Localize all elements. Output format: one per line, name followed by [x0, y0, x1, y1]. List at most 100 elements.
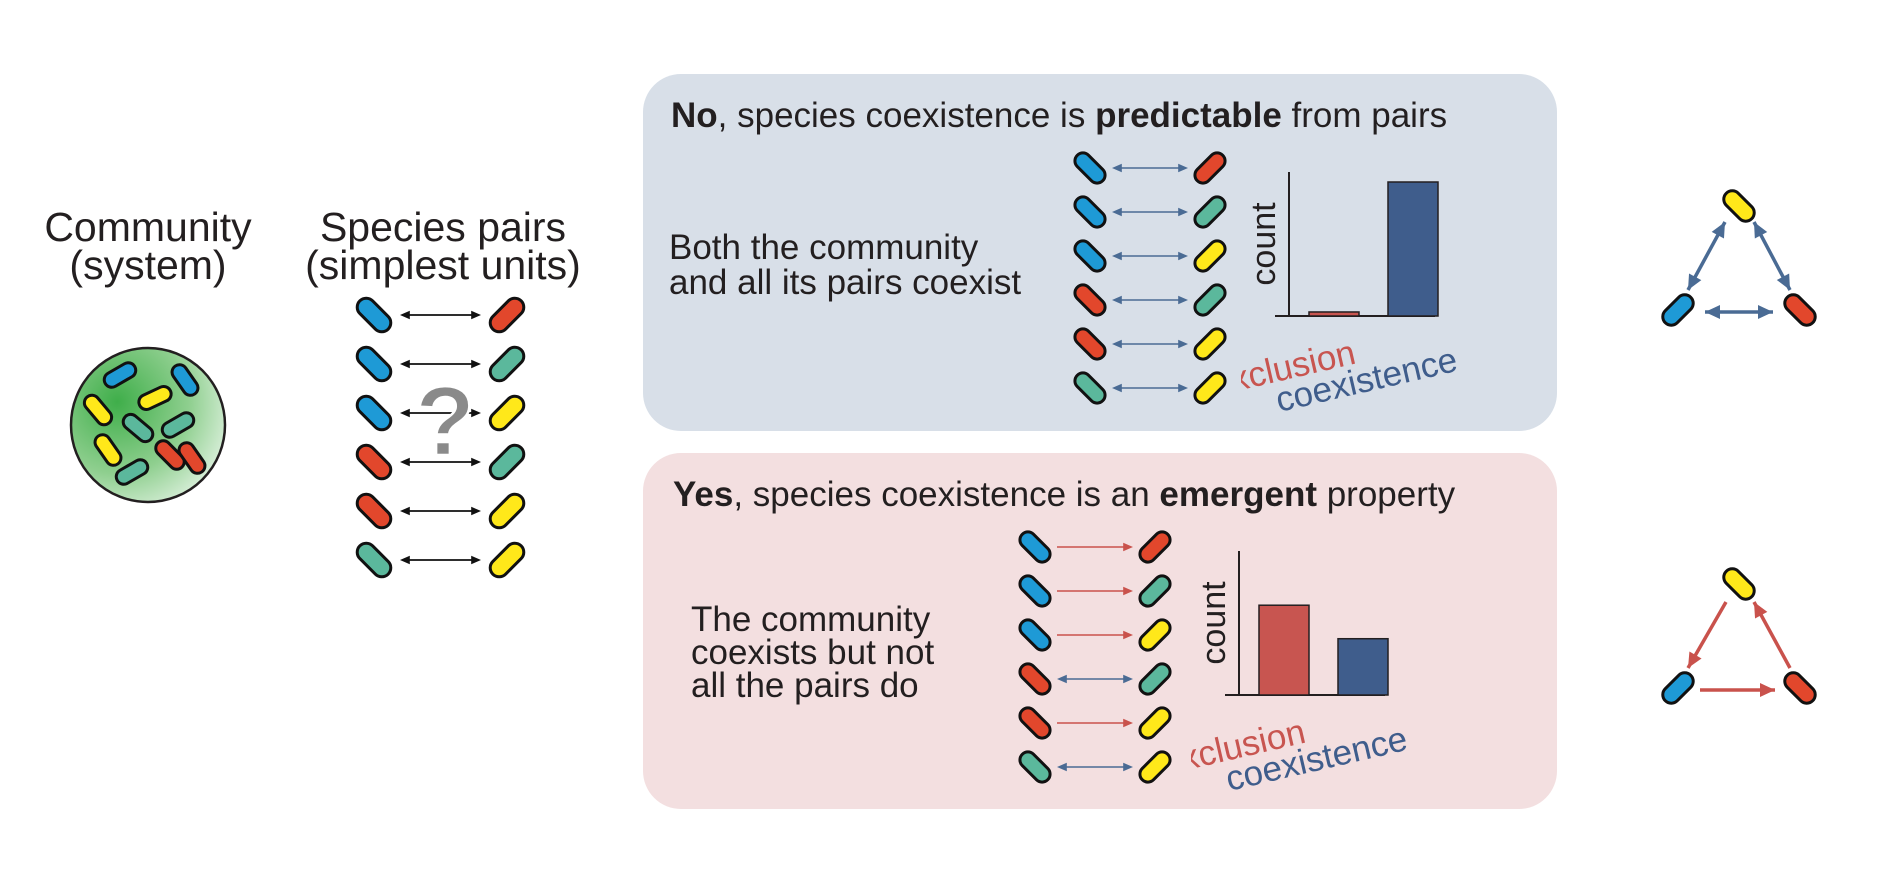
triangle-interaction-arrow: [1700, 683, 1775, 697]
pair-species-left: [1018, 574, 1052, 608]
community-cell: [137, 384, 173, 412]
pair-interaction-arrow: [1112, 163, 1188, 173]
bar-coexistence: [1337, 637, 1389, 696]
pair-species-right: [1138, 706, 1172, 740]
pair-interaction-arrow: [400, 555, 481, 565]
community-title-line1: Community: [44, 204, 252, 250]
triangle-species-yellow: [1722, 189, 1756, 223]
community-title-line2: (system): [69, 242, 227, 288]
pair-species-right: [488, 394, 526, 432]
desc-line3: all the pairs do: [691, 666, 919, 705]
community-cell: [93, 433, 123, 467]
pair-interaction-arrow: [1112, 295, 1188, 305]
pair-species-left: [355, 541, 393, 579]
pairs-title: Species pairs (simplest units): [288, 204, 598, 288]
desc-line1: Both the community: [669, 228, 979, 267]
pair-species-left: [1073, 283, 1107, 317]
panel-emergent-description: The community coexists but not all the p…: [691, 600, 935, 705]
triangle-interaction-arrow: [1705, 305, 1773, 319]
community-cell: [170, 363, 200, 397]
pair-species-left: [1073, 239, 1107, 273]
community-cell: [102, 361, 138, 389]
pair-interaction-arrow: [400, 506, 481, 516]
pair-species-right: [1193, 151, 1227, 185]
triangle-interaction-arrow: [1686, 221, 1727, 291]
triangle-all-coexist: [1661, 189, 1817, 327]
bar-exclusion: [1308, 311, 1360, 317]
pair-interaction-arrow: [1057, 586, 1133, 596]
pair-interaction-arrow: [400, 359, 481, 369]
pair-species-right: [488, 443, 526, 481]
chart-ylabel: count: [1245, 202, 1283, 286]
pair-species-left: [1073, 371, 1107, 405]
community-cell: [177, 441, 207, 475]
pair-species-left: [1018, 530, 1052, 564]
panel-predictable-pairs: [1073, 151, 1227, 405]
pair-species-right: [1193, 327, 1227, 361]
pair-interaction-arrow: [1057, 542, 1133, 552]
chart-ylabel: count: [1195, 581, 1233, 665]
pair-species-right: [1193, 239, 1227, 273]
pair-species-left: [1073, 195, 1107, 229]
panel-predictable: No, species coexistence is predictable f…: [643, 74, 1557, 431]
panel-predictable-description: Both the community and all its pairs coe…: [669, 230, 1021, 300]
pair-species-right: [1193, 195, 1227, 229]
triangle-species-blue: [1661, 293, 1695, 327]
pair-interaction-arrow: [400, 457, 481, 467]
triangle-interaction-arrow: [1752, 601, 1792, 669]
heading-emergent: emergent: [1159, 475, 1317, 514]
pair-species-left: [355, 492, 393, 530]
triangle-species-red: [1783, 293, 1817, 327]
pair-species-right: [1138, 662, 1172, 696]
heading-yes-text2: property: [1316, 475, 1456, 514]
pair-species-left: [355, 443, 393, 481]
triangle-species-blue: [1661, 671, 1695, 705]
pair-species-right: [488, 492, 526, 530]
pair-species-right: [488, 345, 526, 383]
community-title: Community (system): [28, 204, 268, 288]
community-cell: [114, 458, 150, 486]
triangle-interaction-arrow: [1752, 221, 1792, 291]
pairs-title-line1: Species pairs: [319, 204, 567, 250]
pair-species-right: [1138, 574, 1172, 608]
triangle-species-red: [1783, 671, 1817, 705]
pair-species-right: [1138, 530, 1172, 564]
heading-predictable: predictable: [1095, 96, 1282, 135]
triangle-interaction-arrow: [1686, 601, 1728, 669]
pair-species-left: [1018, 706, 1052, 740]
pair-interaction-arrow: [1057, 674, 1133, 684]
pair-species-right: [488, 541, 526, 579]
pair-species-right: [488, 296, 526, 334]
desc-line1: The community: [691, 600, 931, 639]
pairs-title-line2: (simplest units): [305, 242, 581, 288]
pair-species-left: [1018, 618, 1052, 652]
pair-species-right: [1193, 283, 1227, 317]
heading-no-text1: , species coexistence is: [717, 96, 1096, 135]
bar-exclusion: [1258, 604, 1310, 696]
species-pairs-diagram: ?: [355, 296, 526, 579]
pair-species-left: [1073, 151, 1107, 185]
pair-interaction-arrow: [400, 310, 481, 320]
pair-species-left: [355, 345, 393, 383]
community-cell: [82, 393, 114, 427]
pair-species-left: [1018, 750, 1052, 784]
heading-yes: Yes: [673, 475, 734, 514]
community-cell: [121, 412, 155, 444]
desc-line2: coexists but not: [691, 633, 935, 672]
triangle-emergent: [1661, 567, 1817, 705]
pair-species-left: [1073, 327, 1107, 361]
pair-interaction-arrow: [1112, 383, 1188, 393]
pair-species-left: [1018, 662, 1052, 696]
panel-emergent-pairs: [1018, 530, 1172, 784]
panel-predictable-heading: No, species coexistence is predictable f…: [671, 96, 1447, 136]
desc-line2: and all its pairs coexist: [669, 263, 1022, 302]
pair-species-left: [355, 296, 393, 334]
pair-species-right: [1193, 371, 1227, 405]
pair-interaction-arrow: [1057, 762, 1133, 772]
panel-emergent: Yes, species coexistence is an emergent …: [643, 453, 1557, 809]
community-cell: [154, 439, 186, 471]
panel-emergent-heading: Yes, species coexistence is an emergent …: [673, 475, 1455, 515]
community-cell: [160, 411, 196, 439]
